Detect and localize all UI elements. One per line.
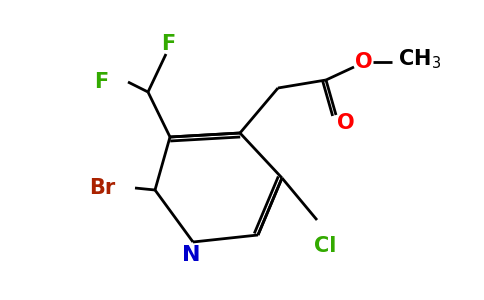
Text: Cl: Cl xyxy=(314,236,336,256)
Text: F: F xyxy=(161,34,175,54)
Text: Br: Br xyxy=(89,178,115,198)
Text: F: F xyxy=(94,72,108,92)
Text: CH$_3$: CH$_3$ xyxy=(398,47,441,71)
Text: O: O xyxy=(337,113,355,133)
Text: O: O xyxy=(355,52,373,72)
Text: N: N xyxy=(182,245,200,265)
